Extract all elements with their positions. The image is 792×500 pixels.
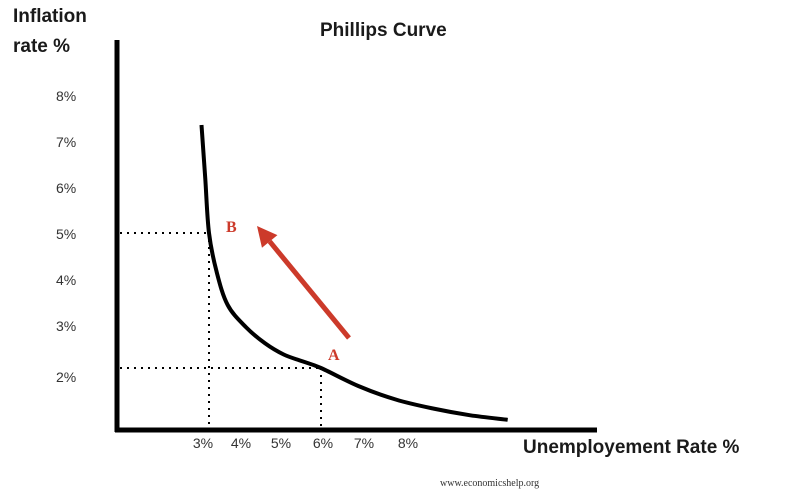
y-tick-labels: 2% 3% 4% 5% 6% 7% 8% — [56, 88, 76, 385]
x-tick-label: 4% — [231, 435, 251, 451]
chart-title: Phillips Curve — [320, 20, 447, 41]
y-tick-label: 4% — [56, 272, 76, 288]
x-tick-label: 6% — [313, 435, 333, 451]
x-axis-title: Unemployement Rate % — [523, 437, 740, 458]
source-credit: www.economicshelp.org — [440, 478, 539, 489]
phillips-curve-line — [199, 124, 508, 422]
y-tick-label: 3% — [56, 318, 76, 334]
x-tick-label: 5% — [271, 435, 291, 451]
x-tick-label: 3% — [193, 435, 213, 451]
y-tick-label: 7% — [56, 134, 76, 150]
x-tick-label: 7% — [354, 435, 374, 451]
y-tick-label: 5% — [56, 226, 76, 242]
arrow-shaft — [267, 239, 351, 340]
y-tick-label: 8% — [56, 88, 76, 104]
movement-arrow — [257, 226, 351, 340]
dotted-guides — [120, 232, 322, 428]
arrow-head — [257, 226, 278, 248]
point-label-A: A — [328, 347, 340, 364]
y-tick-label: 6% — [56, 180, 76, 196]
y-axis-title-line1: Inflation — [13, 6, 87, 27]
x-tick-label: 8% — [398, 435, 418, 451]
y-tick-label: 2% — [56, 369, 76, 385]
point-labels: BA — [226, 219, 340, 364]
y-axis-title-line2: rate % — [13, 36, 70, 57]
point-label-B: B — [226, 219, 237, 236]
x-tick-labels: 3% 4% 5% 6% 7% 8% — [193, 435, 418, 451]
